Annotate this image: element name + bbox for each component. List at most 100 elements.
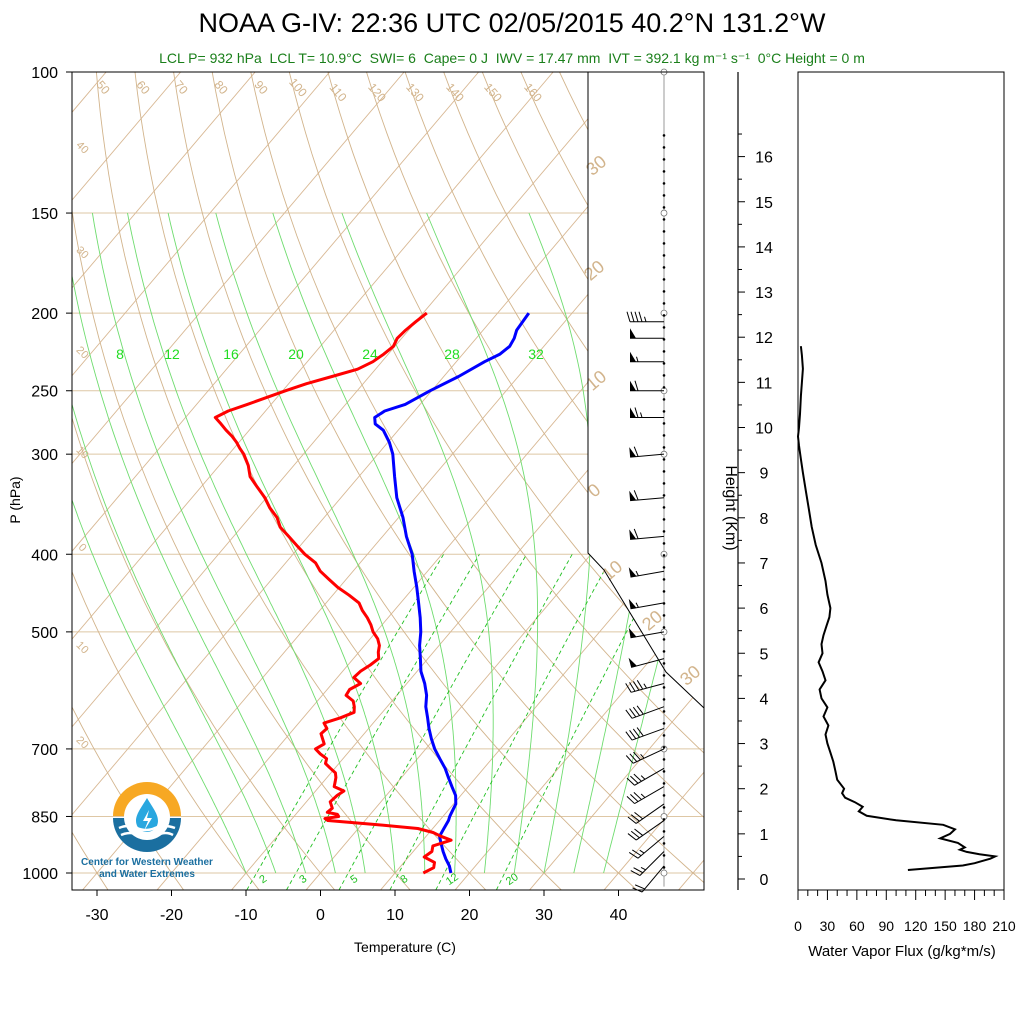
lcl-temperature: LCL T= 10.9°C [269, 50, 362, 66]
barb-level-dot [662, 434, 666, 437]
temperature-tick-label: 30 [535, 907, 553, 924]
barb-level-dot [662, 542, 666, 545]
wind-barb-flag [634, 812, 644, 820]
dry-adiabat [752, 72, 1024, 890]
wind-barb-flag [630, 311, 635, 322]
wind-barb-flag [627, 833, 637, 841]
barb-level-dot [662, 194, 666, 197]
wind-barb-flag [633, 773, 642, 782]
mixing-ratio-line [286, 554, 480, 890]
dry-adiabat [481, 72, 704, 439]
barb-level-dot [662, 566, 666, 569]
dry-adiabat-label: 50 [93, 78, 113, 97]
dry-adiabat-label: 120 [365, 80, 389, 105]
flux-axis-title: Water Vapor Flux (g/kg*m/s) [808, 943, 996, 960]
wind-barb-pennant [630, 407, 636, 418]
wind-barb-flag [630, 794, 639, 802]
barb-level-dot [662, 182, 666, 185]
moist-adiabat-label: 24 [362, 346, 378, 362]
barb-area-boundary [587, 72, 705, 709]
barb-level-dot [662, 302, 666, 305]
barb-level-dot [662, 506, 666, 509]
barb-level-dot [662, 362, 666, 365]
barb-level-dot [662, 842, 666, 845]
barb-level-dot [662, 854, 666, 857]
pressure-tick-label: 850 [31, 809, 58, 826]
dry-adiabat-label: 100 [286, 75, 310, 100]
zero-c-height: 0°C Height = 0 m [757, 50, 865, 66]
wind-barb-pennant [629, 529, 637, 540]
wind-barb-flag [634, 311, 639, 322]
wind-barb-shaft [641, 865, 665, 893]
height-tick-label: 15 [755, 195, 773, 212]
wind-barb-shaft [635, 820, 665, 841]
mixing-ratio-label: 5 [348, 873, 360, 886]
barb-level-dot [662, 746, 666, 749]
dry-adiabat [791, 72, 1024, 890]
pressure-tick-label: 700 [31, 742, 58, 759]
wind-barb-half-flag [639, 849, 645, 854]
barb-level-dot [662, 662, 666, 665]
barb-level-dot [662, 686, 666, 689]
mixing-ratio-label: 2 [257, 873, 269, 886]
wind-barb-flag [633, 446, 639, 457]
flux-tick-label: 210 [992, 918, 1016, 934]
pressure-tick-label: 150 [31, 206, 58, 223]
moist-adiabat [603, 463, 704, 874]
lcl-pressure: LCL P= 932 hPa [159, 50, 262, 66]
barb-level-dot [662, 794, 666, 797]
barb-level-dot [662, 698, 666, 701]
dry-adiabat [211, 72, 704, 884]
wind-barb-shaft [631, 683, 665, 693]
water-drop-icon [113, 782, 181, 852]
wind-barb-flag [633, 751, 641, 761]
pressure-tick-label: 300 [31, 447, 58, 464]
barb-level-dot [662, 818, 666, 821]
height-tick-label: 7 [760, 556, 769, 573]
moist-adiabat-label: 28 [444, 346, 460, 362]
pressure-tick-label: 400 [31, 547, 58, 564]
flux-profile [796, 346, 999, 871]
wind-barb-half-flag [643, 683, 648, 689]
flux-plot-frame [797, 71, 1005, 891]
barb-level-dot [662, 770, 666, 773]
wind-barb-flag [629, 708, 637, 718]
dry-adiabat-label: 90 [251, 78, 271, 97]
wind-barbs [625, 68, 668, 893]
height-tick-label: 16 [755, 150, 773, 167]
wind-barb-flag [636, 680, 644, 690]
isotherm-line [380, 508, 704, 890]
barb-level-dot [662, 458, 666, 461]
barb-level-dot [662, 158, 666, 161]
dry-adiabat [250, 72, 704, 819]
barb-level-dot [662, 422, 666, 425]
wind-barb-flag [633, 490, 639, 501]
isotherm-line [454, 595, 704, 890]
dry-adiabat [404, 72, 704, 564]
wind-barb-flag [632, 849, 642, 857]
logo-text-line1: Center for Western Weather [81, 857, 213, 868]
wind-barb-flag [636, 727, 644, 737]
moist-adiabat [272, 212, 457, 874]
swi-value: SWI= 6 [369, 50, 416, 66]
barb-level-dot [662, 530, 666, 533]
barb-level-dot [662, 758, 666, 761]
wind-barb-half-flag [640, 753, 645, 759]
dry-adiabat [366, 72, 704, 627]
wind-barb-pennant [630, 351, 636, 362]
wind-barb-shaft [631, 727, 665, 741]
skewt-background-lines [72, 72, 1024, 890]
temperature-tick-label: 0 [316, 907, 325, 924]
dry-adiabat-label: 80 [211, 78, 231, 97]
mixing-ratio-line [389, 554, 573, 890]
flux-tick-label: 60 [849, 918, 865, 934]
barb-level-dot [662, 446, 666, 449]
height-tick-label: 0 [760, 872, 769, 889]
wind-barb-flag [630, 870, 641, 876]
barb-level-dot [662, 254, 666, 257]
isotherm-line [72, 72, 703, 816]
isotherm-label: 30 [74, 244, 91, 261]
barb-level-dot [662, 398, 666, 401]
height-tick-label: 2 [760, 782, 769, 799]
isotherm-line [72, 72, 479, 552]
